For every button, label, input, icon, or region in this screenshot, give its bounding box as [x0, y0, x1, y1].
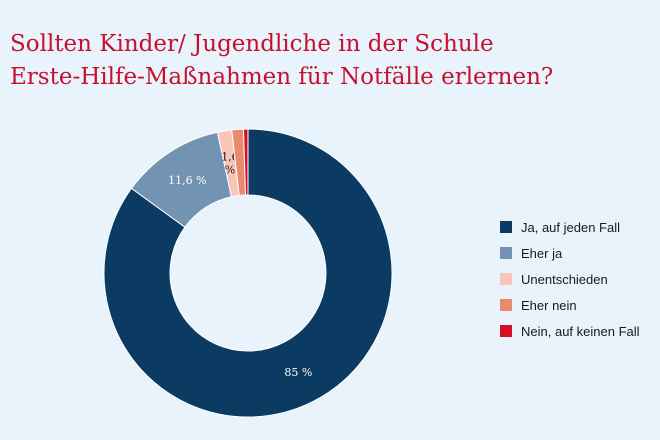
legend-swatch: [500, 299, 512, 311]
slice-label-eher-ja: 11,6 %: [168, 174, 206, 187]
slice-label-ja-auf-jeden-fall: 85 %: [284, 366, 312, 379]
legend-swatch: [500, 247, 512, 259]
legend-item-ja-auf-jeden-fall: Ja, auf jeden Fall: [500, 214, 640, 240]
chart-title-line-1: Sollten Kinder/ Jugendliche in der Schul…: [10, 31, 494, 57]
legend-item-nein-auf-keinen-fall: Nein, auf keinen Fall: [500, 318, 640, 344]
legend-label: Ja, auf jeden Fall: [521, 219, 621, 235]
legend-label: Eher ja: [521, 245, 563, 261]
legend-label: Unentschieden: [521, 271, 608, 287]
legend-label: Nein, auf keinen Fall: [521, 323, 640, 339]
legend-swatch: [500, 325, 512, 337]
donut-slice-ja-auf-jeden-fall: [103, 128, 393, 418]
donut-slice-nein-auf-keinen-fall: [242, 128, 249, 196]
chart-title-line-2: Erste-Hilfe-Maßnahmen für Notfälle erler…: [10, 64, 554, 90]
legend-swatch: [500, 273, 512, 285]
legend-swatch: [500, 221, 512, 233]
chart-title: Sollten Kinder/ Jugendliche in der Schul…: [10, 28, 650, 94]
legend-item-eher-ja: Eher ja: [500, 240, 640, 266]
legend-item-unentschieden: Unentschieden: [500, 266, 640, 292]
legend-label: Eher nein: [521, 297, 577, 313]
chart-legend: Ja, auf jeden Fall Eher ja Unentschieden Eh…: [500, 214, 640, 344]
legend-item-eher-nein: Eher nein: [500, 292, 640, 318]
